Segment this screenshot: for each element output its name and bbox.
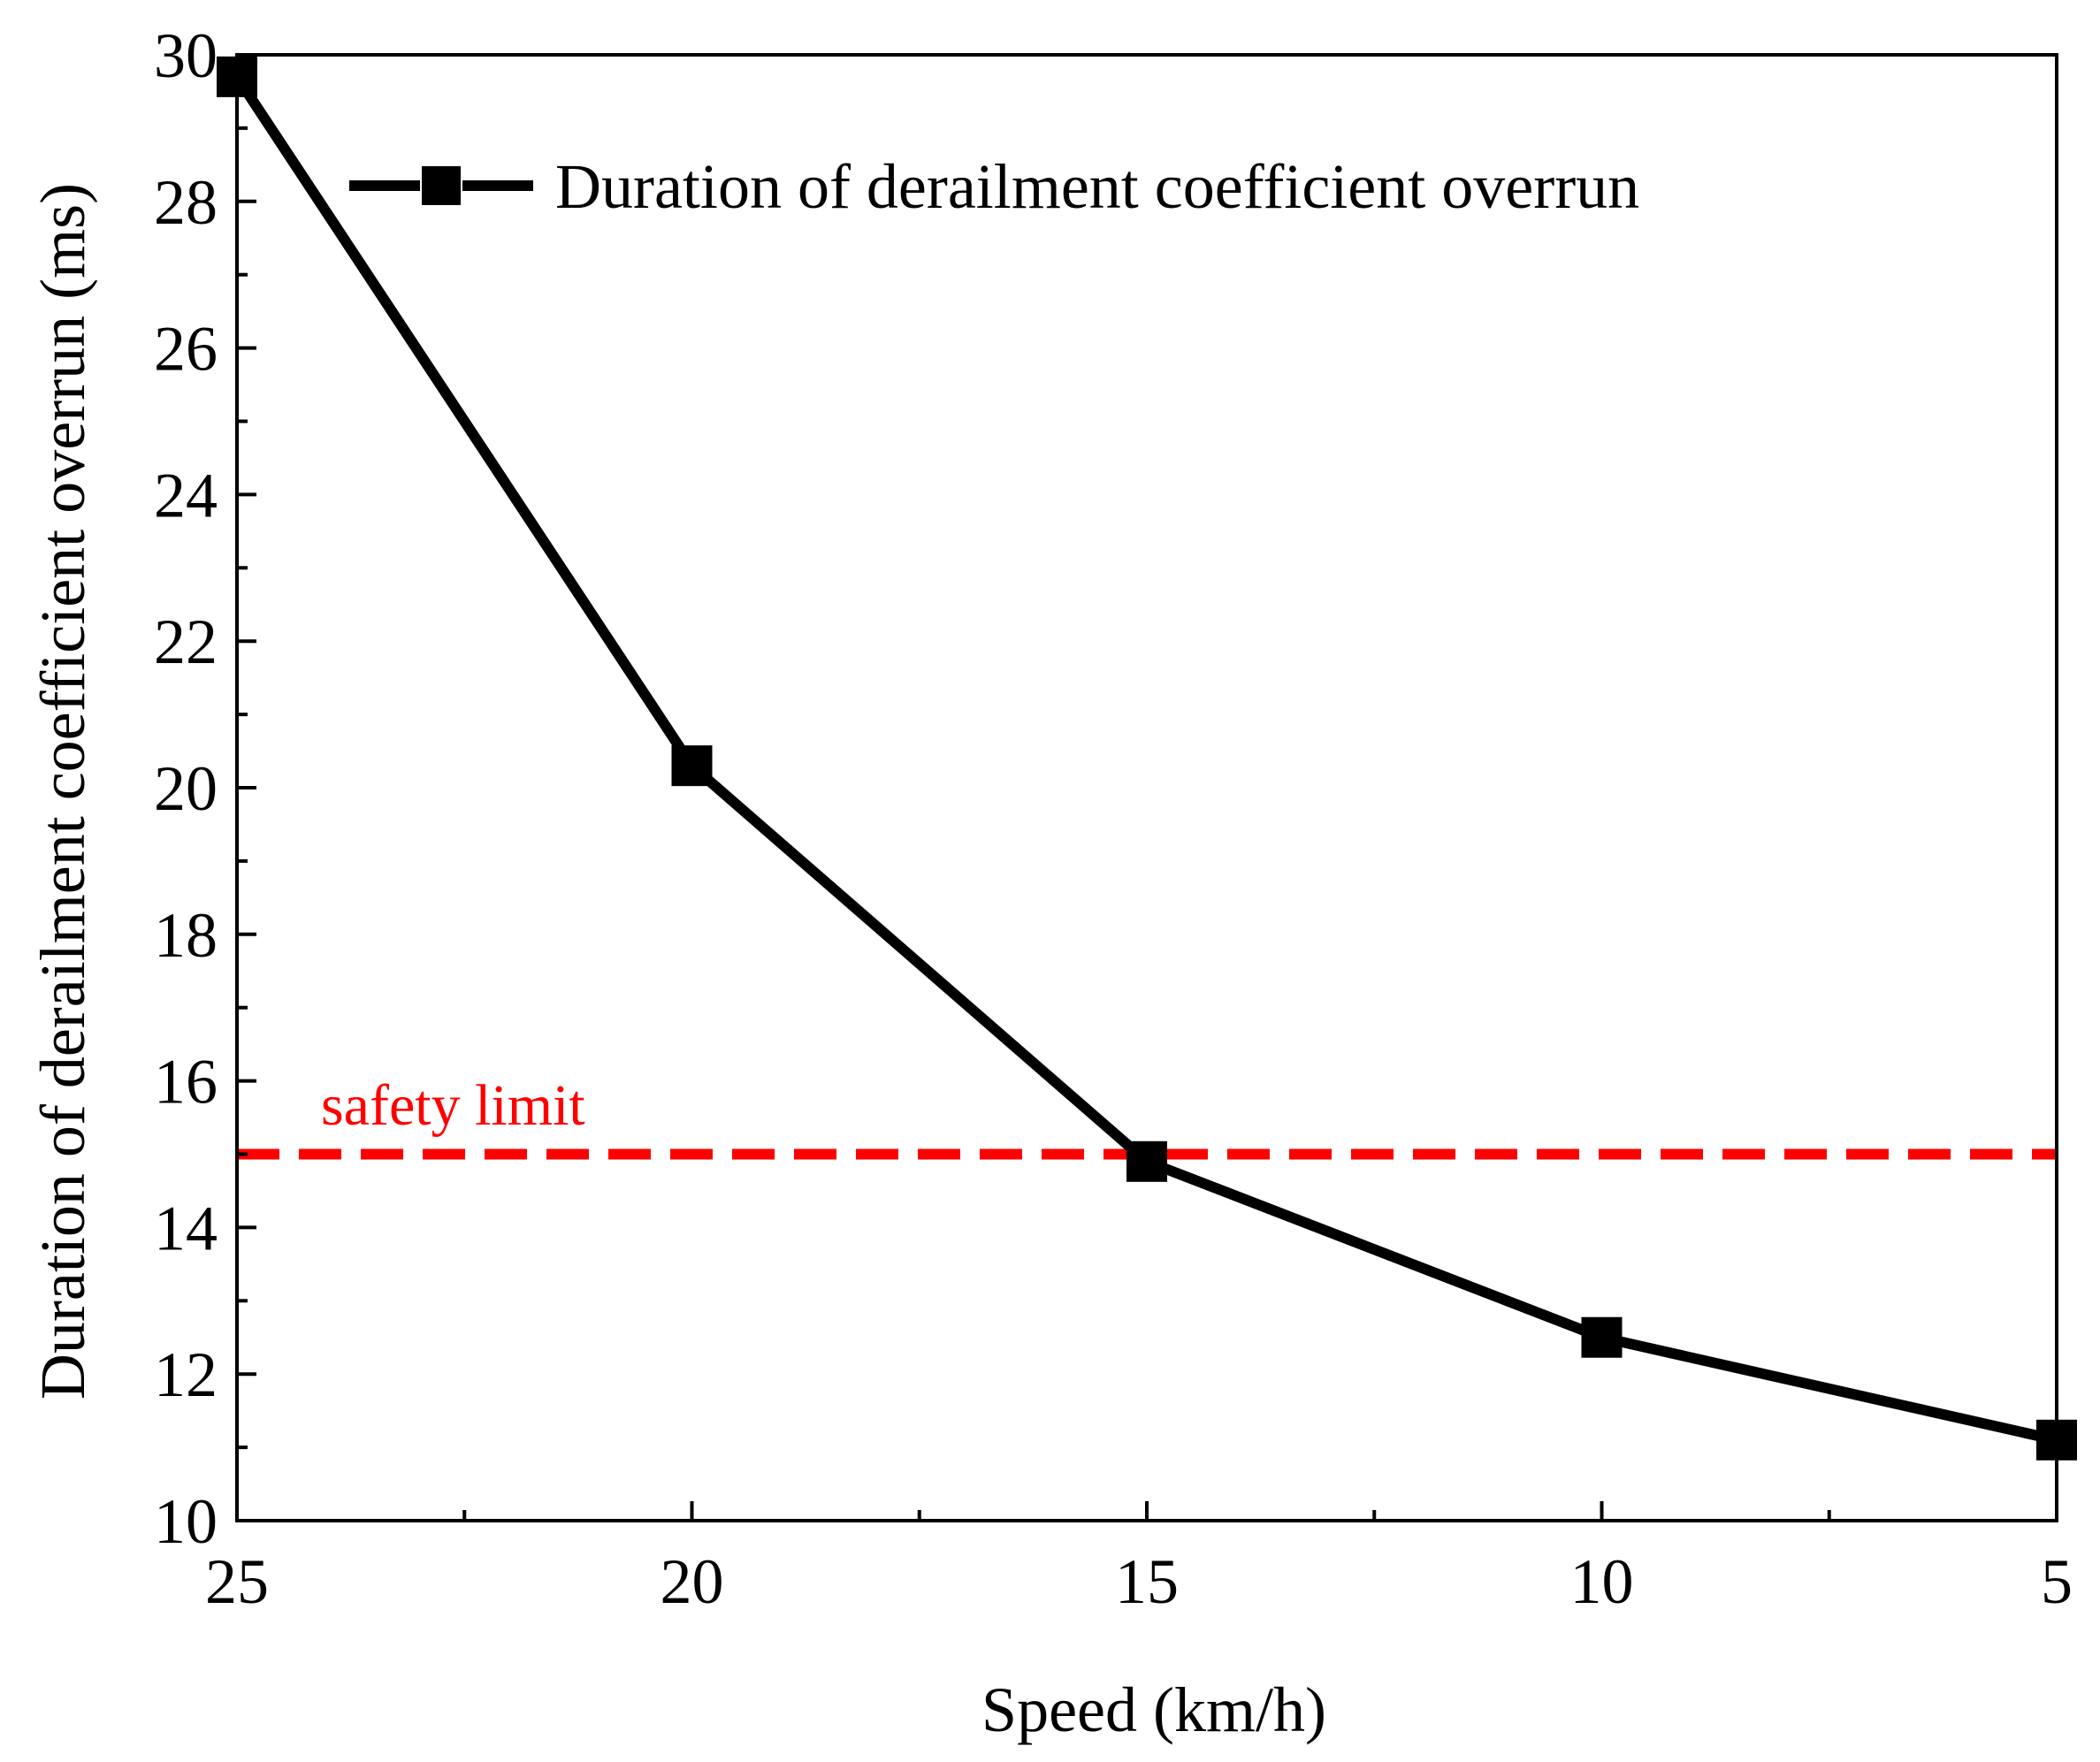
data-point-marker [1581, 1316, 1623, 1358]
y-tick-label: 12 [154, 1339, 218, 1410]
y-tick-label: 28 [154, 167, 218, 238]
x-tick-label: 15 [1115, 1546, 1179, 1617]
y-tick-label: 10 [154, 1486, 218, 1557]
y-tick-label: 30 [154, 20, 218, 91]
x-tick-label: 25 [205, 1546, 269, 1617]
x-tick-label: 10 [1570, 1546, 1634, 1617]
x-tick-label: 5 [2041, 1546, 2073, 1617]
y-tick-label: 14 [154, 1193, 218, 1263]
series-line [232, 73, 2058, 1445]
series-markers [217, 56, 2077, 1461]
y-tick-label: 18 [154, 900, 218, 971]
y-tick-label: 26 [154, 314, 218, 385]
y-tick-label: 20 [154, 753, 218, 824]
x-axis-title: Speed (km/h) [981, 1674, 1326, 1745]
x-axis-ticks: 25 20 15 10 5 [205, 1501, 2073, 1617]
y-axis-ticks: 10 12 14 16 18 20 22 24 26 28 30 [154, 20, 256, 1557]
safety-limit-label: safety limit [321, 1073, 585, 1138]
y-axis-title: Duration of derailment coefficient overr… [27, 183, 98, 1400]
data-point-marker [671, 745, 713, 787]
legend-label: Duration of derailment coefficient overr… [555, 151, 1639, 222]
plot-frame [235, 53, 2058, 1522]
y-tick-label: 22 [154, 606, 218, 677]
legend-marker [422, 166, 461, 205]
legend: Duration of derailment coefficient overr… [349, 151, 1639, 222]
y-tick-label: 16 [154, 1047, 218, 1117]
y-tick-label: 24 [154, 460, 218, 530]
data-point-marker [1126, 1140, 1167, 1182]
x-tick-label: 20 [661, 1546, 724, 1617]
